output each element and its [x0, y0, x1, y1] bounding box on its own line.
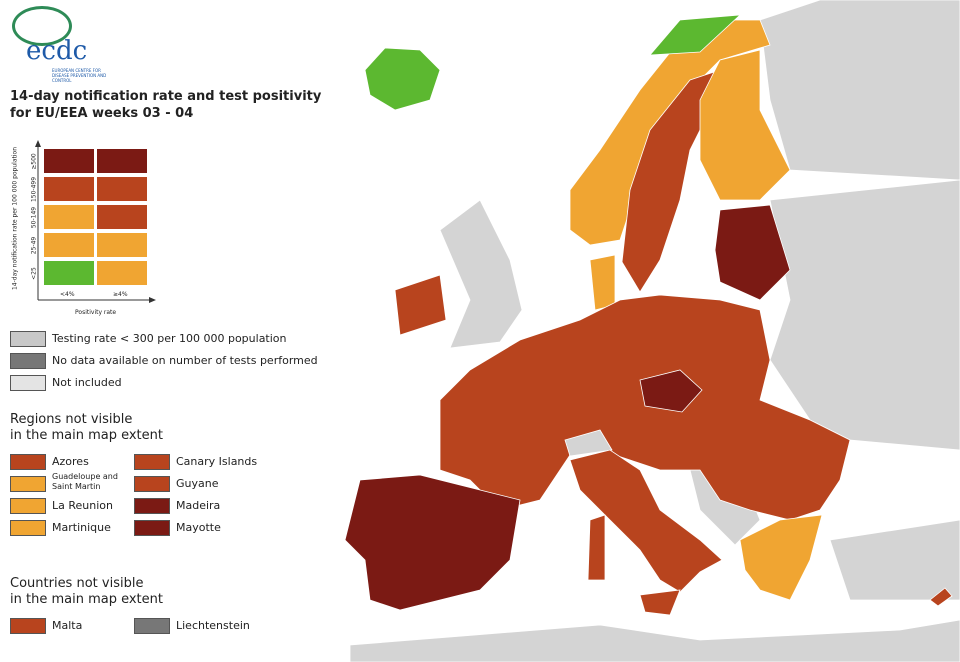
- legend-label: Not included: [52, 376, 122, 389]
- region-swatch: [134, 520, 170, 536]
- title-line: 14-day notification rate and test positi…: [10, 89, 322, 104]
- heading-line: in the main map extent: [10, 592, 163, 607]
- country-label: Liechtenstein: [176, 619, 250, 632]
- regions-heading: Regions not visible in the main map exte…: [10, 412, 163, 444]
- title-line: for EU/EEA weeks 03 - 04: [10, 106, 194, 121]
- baltics: [714, 204, 791, 301]
- norway-north: [649, 14, 742, 56]
- region-label: Martinique: [52, 521, 111, 534]
- sardinia: [587, 514, 606, 581]
- region-swatch: [134, 498, 170, 514]
- logo-globe: [12, 6, 72, 46]
- title: 14-day notification rate and test positi…: [10, 88, 321, 122]
- matrix-axes: [35, 140, 156, 303]
- region-label: Guyane: [176, 477, 219, 490]
- turkey: [829, 519, 960, 601]
- denmark: [589, 254, 616, 311]
- matrix-cell: [43, 232, 95, 258]
- region-swatch: [10, 476, 46, 492]
- ireland: [394, 274, 447, 336]
- matrix-cell: [96, 232, 148, 258]
- matrix-col-label: <4%: [60, 291, 75, 298]
- east-europe: [769, 179, 960, 451]
- region-swatch: [134, 476, 170, 492]
- finland: [699, 49, 791, 201]
- matrix-cell: [96, 260, 148, 286]
- czechia: [639, 369, 703, 413]
- countries-heading: Countries not visible in the main map ex…: [10, 576, 163, 608]
- iceland: [364, 47, 441, 111]
- matrix-x-label: Positivity rate: [75, 309, 117, 316]
- legend-label: No data available on number of tests per…: [52, 354, 318, 367]
- uk: [439, 199, 523, 349]
- matrix-cell: [43, 204, 95, 230]
- matrix-cell: [43, 260, 95, 286]
- matrix-cell: [43, 176, 95, 202]
- matrix-cell: [43, 148, 95, 174]
- country-swatch: [10, 618, 46, 634]
- legend-swatch: [10, 353, 46, 369]
- iberia: [344, 474, 521, 611]
- axis-arrow: [35, 140, 41, 147]
- legend-swatch: [10, 331, 46, 347]
- cyprus: [929, 587, 953, 607]
- legend-swatch: [10, 375, 46, 391]
- region-swatch: [10, 454, 46, 470]
- heading-line: in the main map extent: [10, 428, 163, 443]
- sweden: [621, 69, 721, 293]
- map-land: [344, 0, 960, 662]
- continent: [439, 294, 851, 521]
- region-label: Guadeloupe and Saint Martin: [52, 472, 118, 491]
- italy: [569, 449, 723, 593]
- legend-label: Testing rate < 300 per 100 000 populatio…: [52, 332, 287, 345]
- heading-line: Regions not visible: [10, 412, 133, 427]
- region-swatch: [10, 520, 46, 536]
- logo-name: ecdc: [26, 36, 88, 66]
- region-label: Mayotte: [176, 521, 221, 534]
- matrix-cell: [96, 148, 148, 174]
- region-label: La Reunion: [52, 499, 113, 512]
- region-label: Canary Islands: [176, 455, 258, 468]
- sicily: [639, 589, 681, 616]
- region-label: Azores: [52, 455, 89, 468]
- africa: [349, 619, 960, 662]
- matrix-col-label: ≥4%: [113, 291, 128, 298]
- logo-subtitle: EUROPEAN CENTRE FOR DISEASE PREVENTION A…: [52, 68, 107, 83]
- matrix-cell: [96, 176, 148, 202]
- russia: [759, 0, 960, 181]
- country-label: Malta: [52, 619, 83, 632]
- region-swatch: [134, 454, 170, 470]
- heading-line: Countries not visible: [10, 576, 144, 591]
- matrix-cell: [96, 204, 148, 230]
- region-label: Madeira: [176, 499, 221, 512]
- matrix-y-label: 14-day notification rate per 100 000 pop…: [11, 147, 19, 291]
- greece: [739, 514, 823, 601]
- switzerland: [564, 429, 613, 457]
- region-swatch: [10, 498, 46, 514]
- axis-arrow: [149, 297, 156, 303]
- country-swatch: [134, 618, 170, 634]
